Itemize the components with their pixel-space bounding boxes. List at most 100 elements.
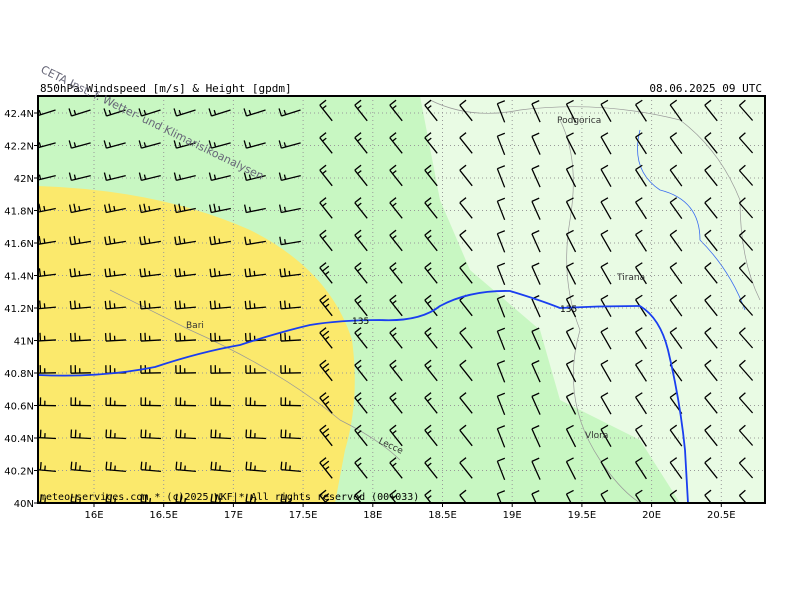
wind-barb bbox=[173, 172, 196, 181]
contour-label: 135 bbox=[352, 317, 369, 327]
date: 08.06.2025 09 UTC bbox=[649, 82, 762, 95]
lat-label: 41N bbox=[14, 337, 34, 348]
wind-barb bbox=[459, 229, 473, 252]
wind-barb bbox=[635, 132, 647, 155]
wind-barb bbox=[565, 392, 577, 415]
contour-label: 135 bbox=[560, 305, 577, 315]
wind-barb bbox=[600, 327, 612, 350]
wind-barb bbox=[245, 493, 262, 503]
wind-barb bbox=[459, 489, 467, 503]
wind-barb bbox=[704, 262, 718, 284]
wind-barb bbox=[669, 132, 683, 155]
wind-barb bbox=[531, 197, 541, 220]
wind-barb bbox=[669, 99, 683, 122]
wind-barb bbox=[38, 203, 56, 213]
wind-barb bbox=[38, 268, 57, 278]
wind-barb bbox=[669, 424, 683, 447]
wind-barb bbox=[210, 397, 232, 407]
wind-barb bbox=[103, 140, 126, 149]
wind-barb bbox=[173, 203, 196, 214]
lat-label: 40N bbox=[14, 499, 34, 510]
wind-barb bbox=[496, 490, 506, 503]
wind-barb bbox=[103, 172, 126, 181]
lon-label: 18.5E bbox=[428, 510, 457, 521]
wind-barb bbox=[669, 164, 683, 187]
wind-barb bbox=[70, 493, 87, 503]
wind-barb bbox=[139, 332, 162, 342]
wind-barb bbox=[105, 429, 127, 440]
wind-barb bbox=[496, 132, 506, 156]
wind-zones bbox=[38, 96, 765, 503]
wind-barb bbox=[280, 397, 302, 407]
wind-barb bbox=[278, 140, 301, 149]
wind-barb bbox=[174, 332, 197, 342]
lat-label: 41.6N bbox=[4, 239, 34, 250]
wind-barb bbox=[243, 172, 266, 181]
wind-barb bbox=[704, 229, 718, 252]
wind-barb bbox=[389, 359, 403, 382]
lat-label: 42.2N bbox=[4, 142, 34, 153]
wind-barb bbox=[103, 203, 126, 214]
wind-barb bbox=[600, 99, 612, 122]
wind-barb bbox=[389, 262, 403, 284]
wind-barb bbox=[245, 429, 267, 440]
wind-barb bbox=[209, 235, 231, 246]
wind-barb bbox=[738, 424, 754, 446]
wind-barb bbox=[319, 229, 333, 252]
place-label: Vlora bbox=[585, 431, 608, 441]
wind-barb bbox=[280, 429, 302, 440]
wind-barb bbox=[245, 461, 267, 473]
wind-barb bbox=[600, 132, 612, 155]
wind-barb bbox=[496, 392, 506, 416]
wind-barb bbox=[669, 489, 678, 503]
wind-barb bbox=[389, 197, 403, 219]
wind-barb bbox=[68, 140, 91, 149]
wind-barb bbox=[496, 262, 506, 286]
wind-barb bbox=[389, 489, 397, 503]
wind-barb bbox=[38, 174, 56, 181]
wind-barb bbox=[565, 197, 577, 220]
wind-barb bbox=[138, 172, 161, 181]
wind-barb bbox=[280, 461, 302, 473]
wind-barb bbox=[424, 164, 438, 187]
wind-barb bbox=[600, 392, 612, 415]
wind-barb bbox=[319, 164, 333, 187]
wind-barb bbox=[38, 300, 57, 310]
wind-barb bbox=[738, 132, 754, 154]
wind-barb bbox=[174, 300, 197, 310]
wind-barb bbox=[704, 392, 718, 414]
wind-barb bbox=[565, 164, 577, 188]
wind-barb bbox=[279, 236, 301, 246]
wind-barb bbox=[635, 197, 647, 220]
lat-label: 40.4N bbox=[4, 434, 34, 445]
wind-barb bbox=[354, 359, 368, 382]
wind-barb bbox=[738, 327, 754, 349]
wind-barbs bbox=[38, 99, 754, 503]
wind-barb bbox=[319, 489, 330, 503]
lon-label: 20E bbox=[642, 510, 661, 521]
wind-barb bbox=[354, 392, 368, 414]
wind-barb bbox=[175, 461, 197, 473]
wind-barb bbox=[69, 300, 92, 310]
wind-barb bbox=[210, 461, 232, 473]
lat-label: 40.8N bbox=[4, 369, 34, 380]
wind-barb bbox=[704, 327, 718, 349]
wind-barb bbox=[496, 230, 506, 253]
wind-barb bbox=[243, 204, 266, 214]
wind-barb bbox=[209, 332, 232, 342]
wind-barb bbox=[565, 229, 577, 253]
lon-label: 19E bbox=[503, 510, 522, 521]
wind-barb bbox=[565, 457, 577, 480]
wind-barb bbox=[38, 397, 57, 407]
wind-barb bbox=[38, 429, 57, 440]
wind-barb bbox=[600, 457, 612, 480]
wind-barb bbox=[278, 204, 301, 214]
wind-barb bbox=[104, 332, 127, 342]
wind-barb bbox=[210, 365, 232, 374]
wind-barb bbox=[354, 294, 368, 317]
wind-barb bbox=[565, 262, 577, 285]
place-label: Tirana bbox=[616, 273, 645, 283]
wind-barb bbox=[496, 360, 506, 383]
lon-label: 20.5E bbox=[707, 510, 736, 521]
wind-barb bbox=[600, 197, 612, 220]
